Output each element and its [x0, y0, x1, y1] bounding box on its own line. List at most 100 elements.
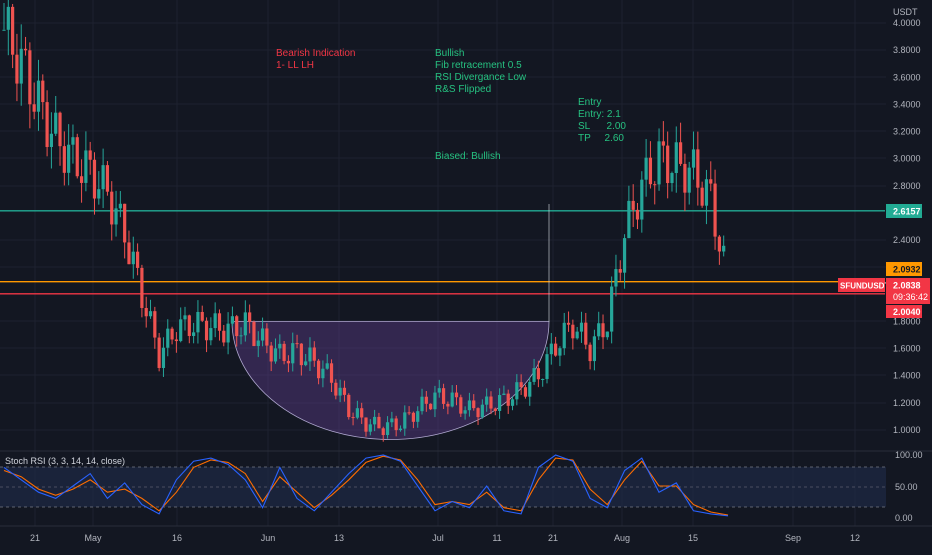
- candle: [273, 338, 278, 364]
- candle: [200, 305, 204, 323]
- candle: [101, 148, 105, 209]
- candle: [549, 333, 553, 365]
- candle: [566, 311, 571, 332]
- candle: [299, 343, 303, 376]
- candle: [618, 260, 622, 281]
- candle: [84, 131, 88, 192]
- price-tick-label: 3.0000: [893, 154, 921, 164]
- candle: [502, 385, 506, 396]
- candle: [657, 128, 661, 191]
- candle: [416, 406, 420, 428]
- candle: [179, 307, 183, 343]
- biased-label: Biased: Bullish: [435, 151, 501, 162]
- candle: [510, 396, 515, 411]
- price-tick-label: 2.4000: [893, 235, 921, 245]
- candle: [23, 36, 28, 56]
- candle: [373, 409, 377, 432]
- candle: [62, 131, 66, 186]
- candle: [420, 388, 424, 415]
- candle: [588, 342, 592, 370]
- candle: [441, 383, 446, 409]
- candle: [32, 82, 36, 120]
- support-price-tag: 2.0040: [886, 305, 922, 318]
- bullish-rsi: RSI Divergance Low: [435, 72, 527, 83]
- candle: [597, 311, 601, 341]
- candle: [575, 326, 579, 340]
- candle: [454, 385, 459, 406]
- candle: [429, 403, 433, 411]
- candle: [644, 139, 648, 197]
- candle: [360, 402, 364, 424]
- candle: [243, 300, 247, 342]
- candle: [403, 405, 407, 436]
- bearish-title: Bearish Indication: [276, 48, 356, 59]
- time-axis-ticks[interactable]: 21 May 16 Jun 13 Jul 11 21 Aug 15 Sep 12: [30, 533, 860, 543]
- candle: [485, 388, 489, 412]
- candle: [308, 337, 312, 371]
- time-tick-label: 12: [850, 533, 860, 543]
- candle: [183, 306, 187, 331]
- current-price: 2.0838: [893, 281, 921, 291]
- candle: [622, 234, 627, 289]
- bullish-title: Bullish: [435, 48, 464, 59]
- symbol-tag: SFUNDUSDT: [838, 278, 889, 292]
- candle: [368, 419, 372, 436]
- stoch-rsi-title[interactable]: Stoch RSI (3, 3, 14, 14, close): [5, 456, 125, 466]
- candle: [532, 358, 536, 385]
- candle: [114, 190, 118, 237]
- candle: [6, 0, 10, 56]
- grid-lines: [0, 0, 886, 526]
- candle: [252, 320, 256, 347]
- candle: [424, 391, 428, 412]
- candle: [696, 131, 700, 206]
- candle: [674, 126, 678, 193]
- candle: [364, 417, 368, 437]
- candle: [446, 401, 450, 415]
- candle: [312, 341, 316, 367]
- resistance-price-tag: 2.6157: [886, 204, 922, 218]
- candle: [49, 112, 54, 169]
- price-tick-label: 3.8000: [893, 45, 921, 55]
- time-tick-label: May: [84, 533, 102, 543]
- candle: [316, 358, 321, 385]
- price-tick-label: 2.8000: [893, 181, 921, 191]
- candle: [235, 314, 239, 347]
- time-tick-label: Sep: [785, 533, 801, 543]
- candle: [700, 181, 704, 208]
- candle: [459, 394, 463, 417]
- candle: [351, 412, 355, 426]
- candle: [286, 355, 291, 373]
- candle: [226, 312, 230, 355]
- stoch-tick-label: 0.00: [895, 513, 913, 523]
- candle: [334, 379, 338, 400]
- orange-price-tag: 2.0932: [886, 262, 922, 276]
- candle: [472, 394, 476, 411]
- price-tick-label: 3.6000: [893, 72, 921, 82]
- candle: [75, 133, 79, 179]
- candle: [355, 400, 359, 420]
- candle: [110, 181, 114, 241]
- candle: [248, 304, 252, 334]
- candle: [217, 309, 222, 341]
- candle: [260, 317, 265, 347]
- candle: [325, 354, 329, 370]
- support-price: 2.0040: [893, 307, 921, 317]
- stoch-tick-label: 50.00: [895, 482, 918, 492]
- candle: [661, 121, 665, 163]
- candle: [614, 254, 618, 297]
- candle: [282, 340, 286, 365]
- candle: [127, 230, 131, 265]
- candle: [678, 122, 683, 166]
- candle: [398, 425, 403, 432]
- candle: [653, 181, 657, 205]
- candle: [635, 203, 640, 229]
- stoch-tick-label: 100.00: [895, 450, 923, 460]
- candle: [377, 412, 381, 429]
- candle: [347, 393, 351, 420]
- candle: [467, 392, 472, 417]
- candle: [19, 24, 23, 106]
- time-tick-label: Jun: [261, 533, 276, 543]
- candle: [601, 314, 605, 350]
- candle: [515, 374, 519, 406]
